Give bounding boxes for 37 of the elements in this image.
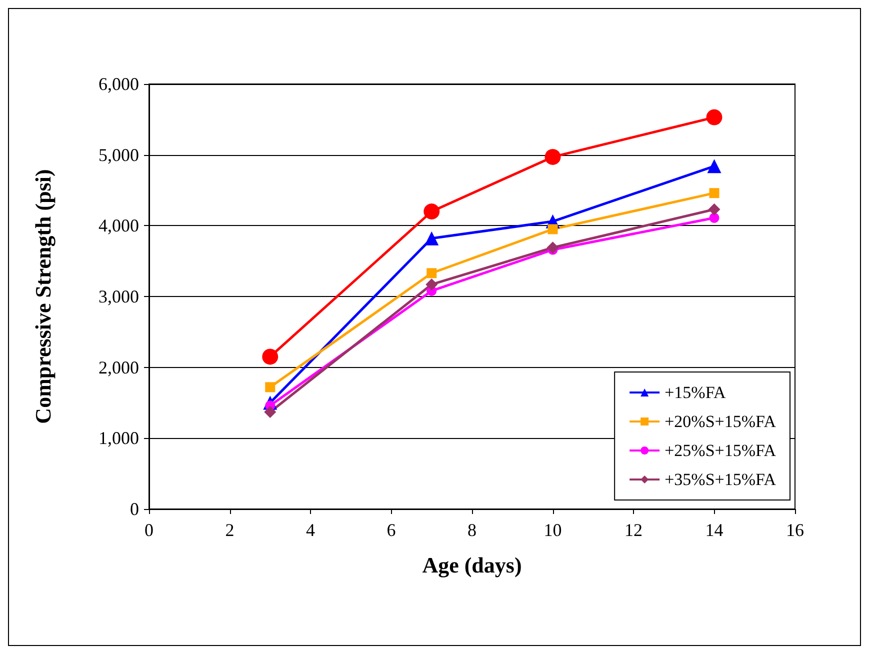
x-tick-label: 12 [624,520,642,540]
legend-label: +20%S+15%FA [664,412,777,431]
y-tick-label: 2,000 [98,357,139,378]
point [546,242,559,254]
x-tick-label: 10 [544,520,562,540]
x-axis-title: Age (days) [422,552,522,578]
point [707,159,722,174]
y-axis-title: Compressive Strength (psi) [30,169,56,424]
x-tick-label: 2 [225,520,234,540]
x-tick-label: 0 [144,520,154,540]
x-tick-label: 16 [786,520,804,540]
legend-label: +15%FA [664,383,727,402]
point [426,278,438,290]
y-tick-label: 0 [130,499,139,519]
point [706,109,722,126]
point [708,203,720,216]
y-tick-label: 3,000 [98,286,139,306]
y-tick-label: 1,000 [98,428,139,448]
point [264,406,276,418]
legend-label: +35%S+15%FA [664,470,777,489]
x-tick-label: 8 [468,520,476,540]
y-tick-label: 5,000 [98,144,139,165]
point [424,231,439,246]
x-tick-label: 14 [705,520,724,540]
point [709,212,720,223]
x-tick-label: 6 [386,520,396,540]
y-tick-label: 6,000 [98,74,139,94]
point [426,268,437,278]
y-tick-label: 4,000 [98,216,139,236]
point [265,382,276,392]
point [548,224,558,234]
legend-label: +25%S+15%FA [664,441,777,460]
point [262,348,278,365]
point [709,188,720,198]
x-tick-label: 4 [306,520,315,540]
point [544,148,561,165]
point [424,204,440,220]
